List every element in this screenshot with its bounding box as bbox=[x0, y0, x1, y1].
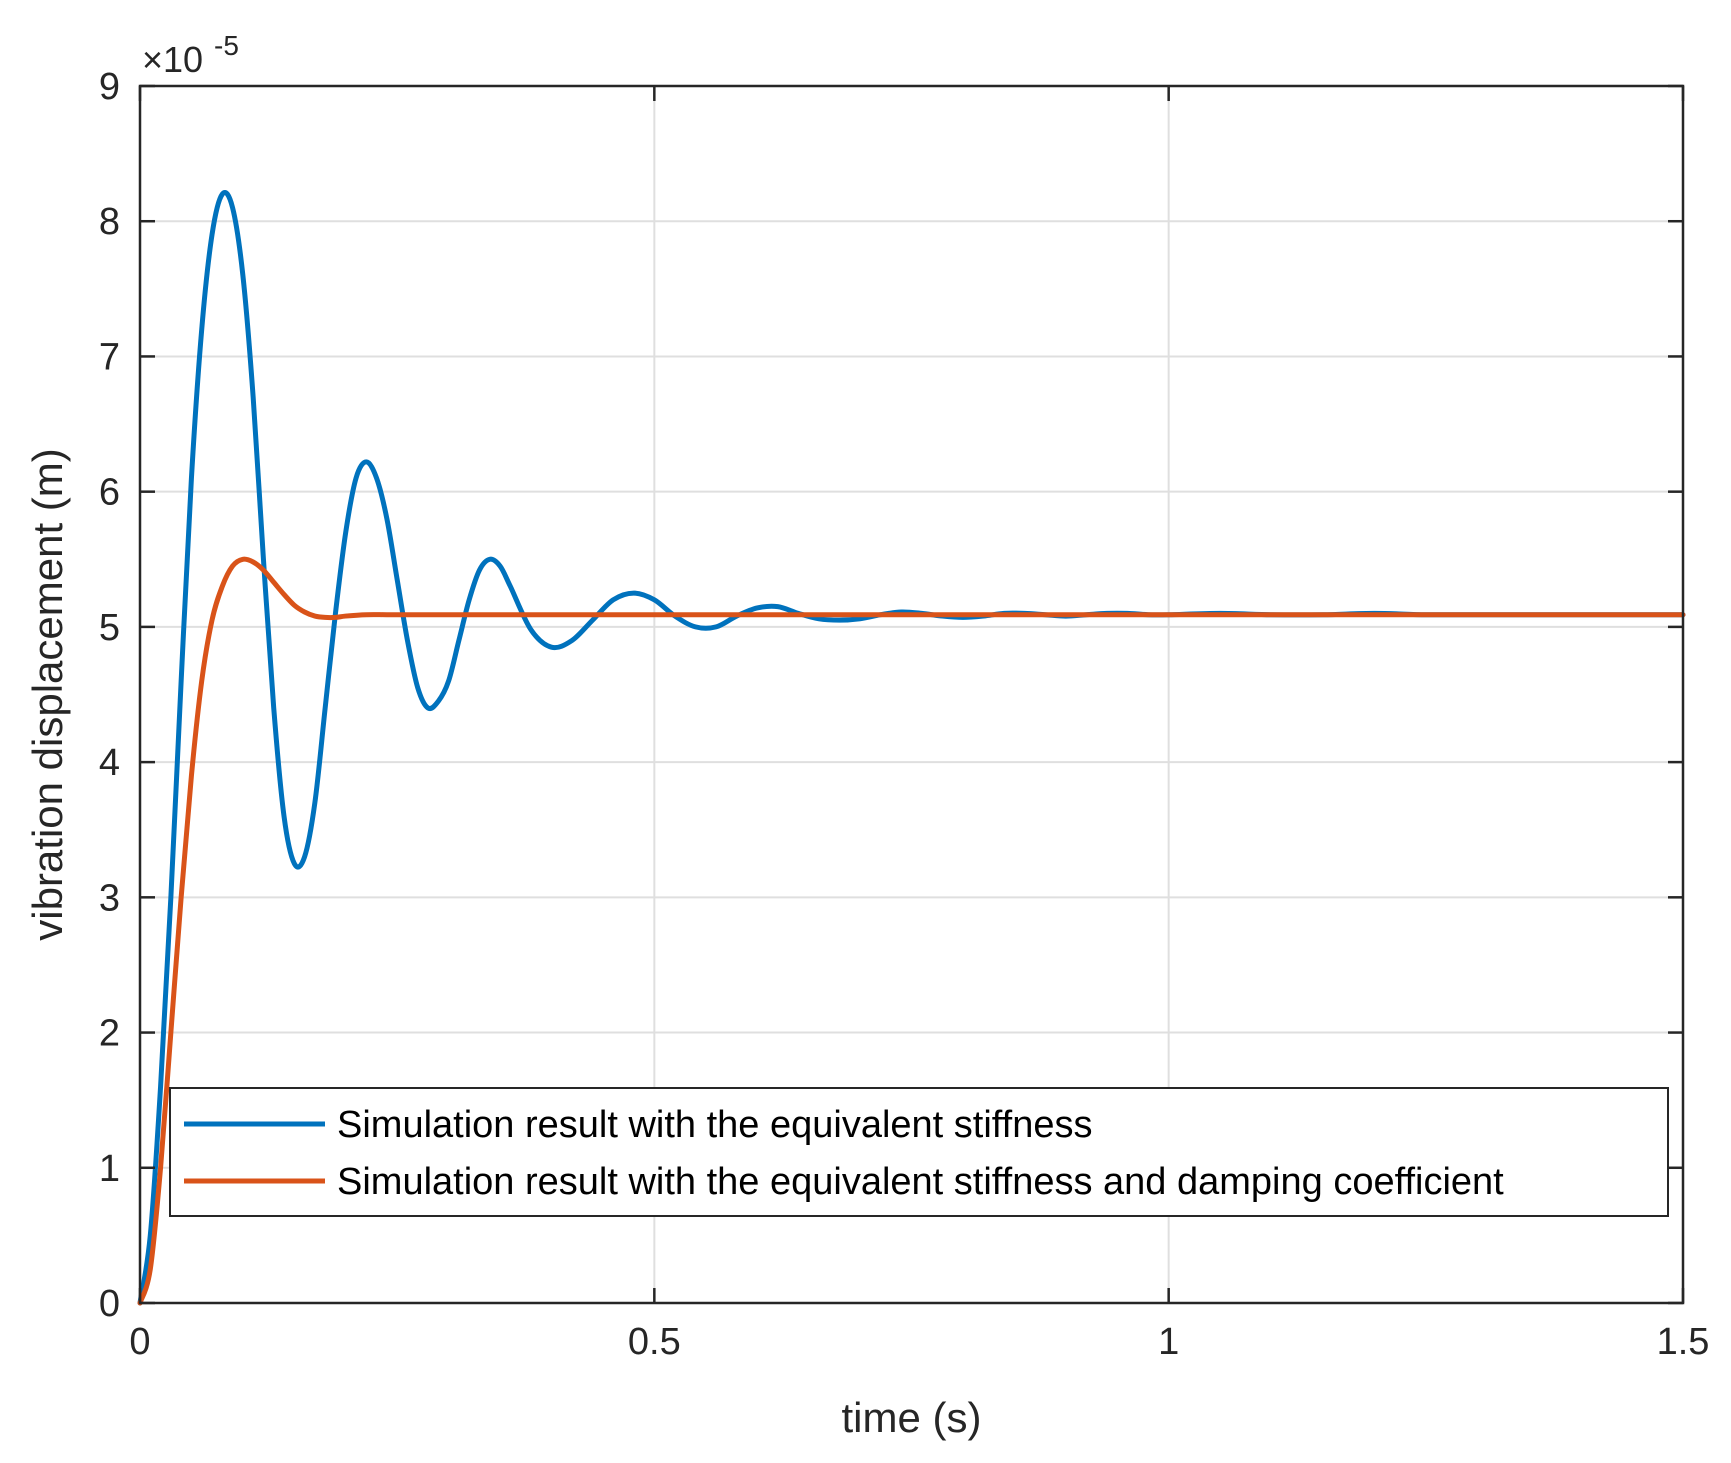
legend-box bbox=[169, 1087, 1669, 1217]
y-multiplier-exponent: -5 bbox=[214, 30, 239, 61]
y-tick-label: 0 bbox=[99, 1283, 120, 1325]
y-tick-label: 4 bbox=[99, 742, 120, 784]
x-tick-label: 1.5 bbox=[1657, 1321, 1710, 1363]
legend-label-series-2: Simulation result with the equivalent st… bbox=[337, 1161, 1504, 1203]
tick-labels: 0 0.5 1 1.5 0 1 2 3 4 5 6 7 8 9 bbox=[99, 66, 1710, 1363]
y-tick-label: 5 bbox=[99, 607, 120, 649]
x-axis-label: time (s) bbox=[842, 1394, 982, 1441]
series-lines bbox=[137, 190, 1686, 1306]
legend: Simulation result with the equivalent st… bbox=[169, 1087, 1669, 1217]
y-axis-label: vibration displacement (m) bbox=[24, 448, 71, 941]
y-tick-label: 7 bbox=[99, 336, 120, 378]
y-tick-label: 3 bbox=[99, 877, 120, 919]
y-tick-label: 8 bbox=[99, 201, 120, 243]
axis-ticks bbox=[138, 84, 1685, 1305]
series-line-2 bbox=[137, 556, 1686, 1306]
x-tick-label: 0.5 bbox=[628, 1321, 681, 1363]
y-tick-label: 6 bbox=[99, 472, 120, 514]
x-tick-label: 1 bbox=[1158, 1321, 1179, 1363]
y-tick-label: 1 bbox=[99, 1148, 120, 1190]
plot-frame bbox=[138, 84, 1685, 1305]
y-tick-label: 9 bbox=[99, 66, 120, 108]
legend-label-series-1: Simulation result with the equivalent st… bbox=[337, 1104, 1092, 1146]
y-multiplier-base: ×10 bbox=[142, 39, 203, 80]
y-tick-label: 2 bbox=[99, 1013, 120, 1055]
x-tick-label: 0 bbox=[129, 1321, 150, 1363]
